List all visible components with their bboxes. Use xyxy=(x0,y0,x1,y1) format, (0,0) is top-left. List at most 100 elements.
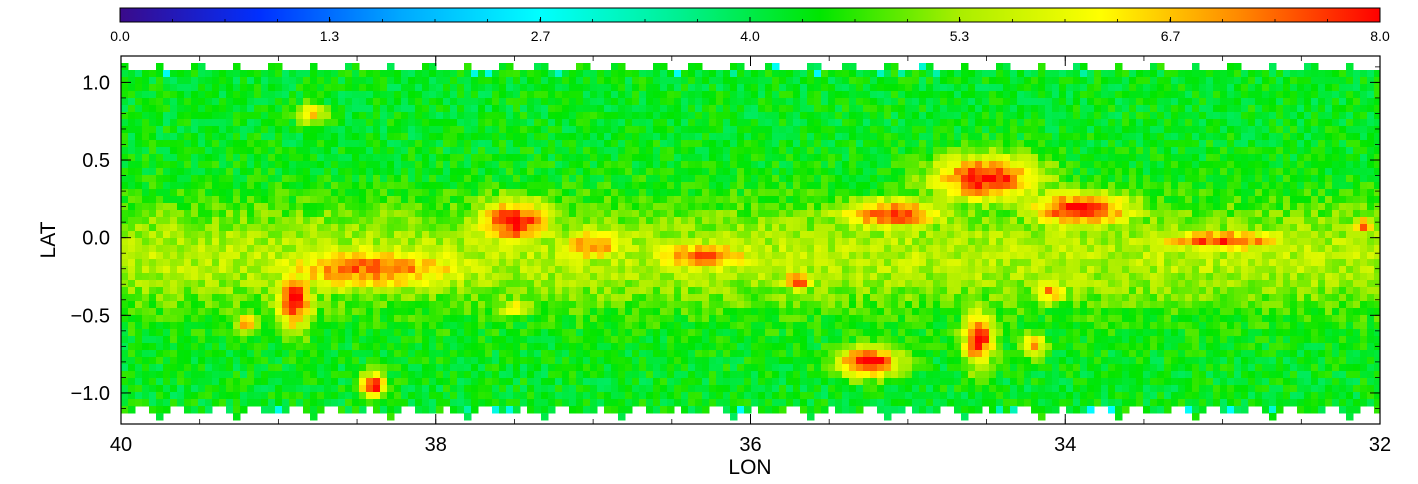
heatmap-cell xyxy=(716,84,724,92)
heatmap-cell xyxy=(1059,189,1067,197)
heatmap-cell xyxy=(562,105,570,113)
heatmap-cell xyxy=(772,84,780,92)
heatmap-cell xyxy=(121,210,129,218)
heatmap-cell xyxy=(975,231,983,239)
heatmap-cell xyxy=(513,231,521,239)
heatmap-cell xyxy=(177,84,185,92)
heatmap-cell xyxy=(170,259,178,267)
heatmap-cell xyxy=(1171,224,1179,232)
heatmap-cell xyxy=(1283,252,1291,260)
heatmap-cell xyxy=(1213,210,1221,218)
heatmap-cell xyxy=(681,182,689,190)
heatmap-cell xyxy=(394,105,402,113)
heatmap-cell xyxy=(345,210,353,218)
heatmap-cell xyxy=(1192,84,1200,92)
heatmap-cell xyxy=(898,77,906,85)
heatmap-cell xyxy=(835,196,843,204)
heatmap-cell xyxy=(289,196,297,204)
heatmap-cell xyxy=(156,126,164,134)
heatmap-cell xyxy=(198,182,206,190)
heatmap-cell xyxy=(1101,112,1109,120)
heatmap-cell xyxy=(590,119,598,127)
heatmap-cell xyxy=(142,140,150,148)
heatmap-cell xyxy=(821,119,829,127)
heatmap-cell xyxy=(436,105,444,113)
heatmap-cell xyxy=(1297,196,1305,204)
heatmap-cell xyxy=(807,175,815,183)
heatmap-cell xyxy=(387,98,395,106)
heatmap-cell xyxy=(317,224,325,232)
heatmap-cell xyxy=(366,126,374,134)
heatmap-cell xyxy=(345,112,353,120)
heatmap-cell xyxy=(1325,154,1333,162)
heatmap-cell xyxy=(1311,154,1319,162)
heatmap-cell xyxy=(772,245,780,253)
heatmap-cell xyxy=(1346,203,1354,211)
heatmap-cell xyxy=(331,175,339,183)
heatmap-cell xyxy=(961,210,969,218)
heatmap-cell xyxy=(275,252,283,260)
heatmap-cell xyxy=(156,140,164,148)
heatmap-cell xyxy=(1297,175,1305,183)
heatmap-cell xyxy=(338,182,346,190)
heatmap-cell xyxy=(625,224,633,232)
heatmap-cell xyxy=(121,175,129,183)
heatmap-cell xyxy=(611,196,619,204)
heatmap-cell xyxy=(1297,119,1305,127)
heatmap-cell xyxy=(1325,217,1333,225)
heatmap-cell xyxy=(198,105,206,113)
heatmap-cell xyxy=(982,182,990,190)
heatmap-cell xyxy=(184,168,192,176)
heatmap-cell xyxy=(933,98,941,106)
heatmap-cell xyxy=(618,133,626,141)
heatmap-cell xyxy=(352,91,360,99)
heatmap-cell xyxy=(1024,147,1032,155)
heatmap-cell xyxy=(744,91,752,99)
heatmap-cell xyxy=(1136,175,1144,183)
heatmap-cell xyxy=(723,126,731,134)
heatmap-cell xyxy=(1234,105,1242,113)
heatmap-cell xyxy=(527,245,535,253)
heatmap-cell xyxy=(1234,84,1242,92)
heatmap-cell xyxy=(821,77,829,85)
heatmap-cell xyxy=(359,77,367,85)
heatmap-cell xyxy=(1325,175,1333,183)
heatmap-cell xyxy=(1220,119,1228,127)
heatmap-cell xyxy=(492,168,500,176)
heatmap-cell xyxy=(926,140,934,148)
heatmap-cell xyxy=(1101,231,1109,239)
heatmap-cell xyxy=(163,196,171,204)
heatmap-cell xyxy=(709,154,717,162)
heatmap-cell xyxy=(303,196,311,204)
heatmap-cell xyxy=(247,112,255,120)
heatmap-cell xyxy=(1220,91,1228,99)
heatmap-cell xyxy=(646,189,654,197)
heatmap-cell xyxy=(1059,98,1067,106)
heatmap-cell xyxy=(534,140,542,148)
heatmap-cell xyxy=(660,112,668,120)
heatmap-cell xyxy=(275,91,283,99)
heatmap-cell xyxy=(1150,168,1158,176)
heatmap-cell xyxy=(1171,210,1179,218)
heatmap-cell xyxy=(632,203,640,211)
heatmap-cell xyxy=(128,189,136,197)
heatmap-cell xyxy=(884,98,892,106)
heatmap-cell xyxy=(1052,77,1060,85)
heatmap-cell xyxy=(954,112,962,120)
heatmap-cell xyxy=(401,147,409,155)
heatmap-cell xyxy=(387,217,395,225)
heatmap-cell xyxy=(541,105,549,113)
heatmap-cell xyxy=(786,105,794,113)
heatmap-cell xyxy=(884,105,892,113)
heatmap-cell xyxy=(947,98,955,106)
heatmap-cell xyxy=(1290,217,1298,225)
heatmap-cell xyxy=(779,70,787,78)
heatmap-cell xyxy=(1101,119,1109,127)
heatmap-cell xyxy=(534,182,542,190)
heatmap-cell xyxy=(1353,77,1361,85)
heatmap-cell xyxy=(716,77,724,85)
heatmap-cell xyxy=(1227,70,1235,78)
heatmap-cell xyxy=(443,154,451,162)
heatmap-cell xyxy=(583,175,591,183)
heatmap-cell xyxy=(618,70,626,78)
